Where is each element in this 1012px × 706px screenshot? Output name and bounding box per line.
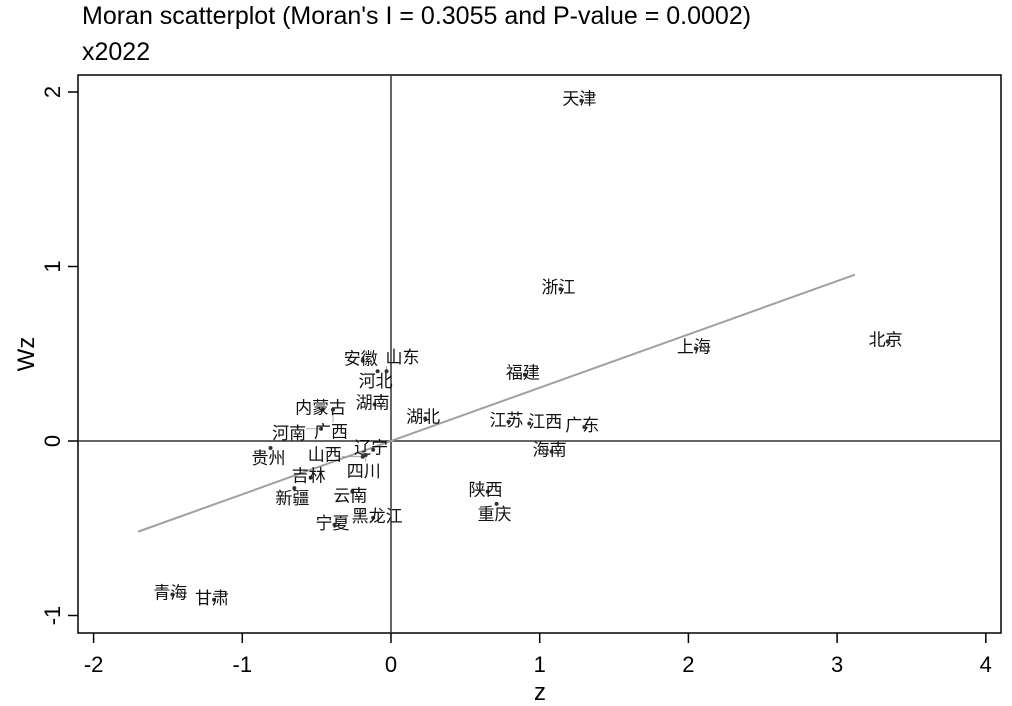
point-label: 广东: [565, 416, 599, 435]
point-label: 上海: [677, 338, 711, 357]
x-tick-label: 2: [682, 652, 694, 677]
point-marker: [372, 402, 377, 407]
point-marker: [170, 592, 175, 597]
point-marker: [371, 447, 376, 452]
plot-frame: [77, 74, 1002, 634]
point-marker: [885, 339, 890, 344]
point-marker: [268, 445, 273, 450]
point-label: 江苏: [489, 411, 523, 430]
x-tick-label: 4: [980, 652, 992, 677]
point-label: 海南: [533, 440, 567, 459]
point-label: 青海: [153, 584, 187, 603]
point-label: 新疆: [275, 489, 309, 508]
point-marker: [332, 522, 337, 527]
point-label: 重庆: [478, 505, 512, 524]
point-label: 山西: [308, 446, 342, 465]
point-marker: [579, 98, 584, 103]
point-marker: [360, 358, 365, 363]
point-marker: [320, 407, 325, 412]
point-label: 湖北: [406, 407, 440, 426]
point-label: 陕西: [469, 481, 503, 500]
point-marker: [292, 486, 297, 491]
point-marker: [308, 475, 313, 480]
y-axis-label: Wz: [13, 337, 40, 372]
point-marker: [485, 489, 490, 494]
point-label: 云南: [333, 487, 367, 506]
x-tick-label: 3: [831, 652, 843, 677]
point-marker: [319, 426, 324, 431]
point-label: 北京: [869, 331, 903, 350]
y-tick-label: -1: [40, 606, 65, 626]
point-label: 四川: [347, 462, 381, 481]
point-marker: [363, 452, 368, 457]
x-tick-label: 0: [385, 652, 397, 677]
x-axis-label: z: [534, 679, 546, 706]
point-marker: [423, 416, 428, 421]
point-marker: [375, 369, 380, 374]
point-label: 吉林: [292, 467, 326, 486]
point-label: 浙江: [542, 278, 576, 297]
point-label: 甘肃: [195, 589, 229, 608]
point-label: 广西: [314, 423, 348, 442]
point-label: 黑龙江: [352, 507, 403, 526]
x-tick-label: -1: [233, 652, 253, 677]
point-label: 辽宁: [354, 439, 388, 458]
point-label: 宁夏: [315, 514, 349, 533]
fit-line: [137, 273, 856, 533]
point-marker: [549, 449, 554, 454]
point-label: 湖南: [356, 393, 390, 412]
point-marker: [350, 489, 355, 494]
y-tick-label: 1: [40, 260, 65, 272]
point-marker: [506, 419, 511, 424]
point-marker: [693, 346, 698, 351]
point-label: 福建: [506, 364, 540, 383]
point-label: 江西: [528, 413, 562, 432]
point-label: 河北: [359, 372, 393, 391]
point-marker: [494, 501, 499, 506]
point-marker: [360, 454, 365, 459]
x-tick-label: 1: [534, 652, 546, 677]
y-tick-label: 0: [40, 435, 65, 447]
point-marker: [522, 372, 527, 377]
y-tick-label: 2: [40, 86, 65, 98]
chart-title: Moran scatterplot (Moran's I = 0.3055 an…: [82, 2, 752, 30]
point-label: 天津: [562, 90, 596, 109]
point-marker: [371, 515, 376, 520]
point-marker: [384, 369, 389, 374]
point-marker: [582, 425, 587, 430]
point-marker: [331, 407, 336, 412]
x-tick-label: -2: [84, 652, 104, 677]
point-marker: [558, 287, 563, 292]
point-label: 安徽: [344, 350, 378, 369]
point-marker: [527, 421, 532, 426]
point-label: 内蒙古: [295, 399, 346, 418]
point-label: 贵州: [252, 449, 286, 468]
chart-subtitle: x2022: [82, 38, 151, 66]
point-label: 山东: [386, 348, 420, 367]
point-label: 河南: [272, 424, 306, 443]
point-marker: [212, 597, 217, 602]
